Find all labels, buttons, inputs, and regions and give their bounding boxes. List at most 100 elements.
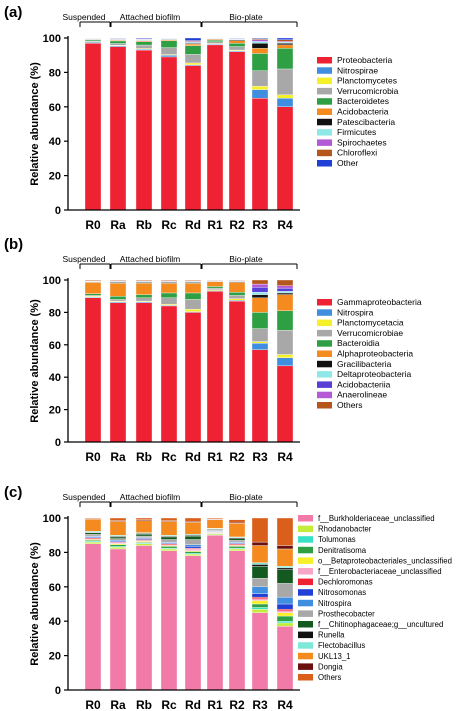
bar-Rd-7 bbox=[184, 546, 202, 549]
legend-swatch bbox=[317, 77, 332, 85]
bar-R2-13 bbox=[228, 522, 246, 538]
bar-Rb-3 bbox=[135, 44, 153, 49]
bar-Rc-4 bbox=[160, 40, 178, 48]
legend-swatch bbox=[298, 536, 313, 543]
legend-swatch bbox=[317, 129, 332, 136]
bar-Ra-1 bbox=[109, 547, 127, 550]
bar-R3-7 bbox=[251, 593, 269, 598]
bar-Rc-3 bbox=[160, 546, 178, 549]
x-tick-label: R0 bbox=[85, 218, 101, 232]
bar-R3-9 bbox=[251, 578, 269, 587]
legend-label: f__Burkholderiaceae_unclassified bbox=[318, 514, 435, 523]
x-tick-label: R3 bbox=[252, 450, 268, 464]
legend-label: Gracilibacteria bbox=[337, 359, 392, 369]
legend-swatch bbox=[317, 67, 332, 74]
x-tick-label: Rb bbox=[136, 450, 152, 464]
bar-R3-6 bbox=[251, 42, 269, 49]
x-tick-label: R3 bbox=[252, 698, 268, 711]
bar-R4-10 bbox=[276, 279, 294, 286]
bar-R4-8 bbox=[276, 287, 294, 292]
bar-R4-7 bbox=[276, 291, 294, 294]
bar-R4-9 bbox=[276, 583, 294, 598]
x-tick-label: Rc bbox=[161, 218, 177, 232]
bar-R4-13 bbox=[276, 548, 294, 567]
y-axis-label: Relative abundance (%) bbox=[29, 299, 41, 423]
bar-Rb-13 bbox=[135, 520, 153, 533]
bar-Rd-13 bbox=[184, 522, 202, 535]
bar-R1-3 bbox=[206, 287, 224, 290]
x-tick-label: R1 bbox=[207, 218, 223, 232]
legend-label: UKL13_1 bbox=[318, 652, 351, 661]
bar-R0-13 bbox=[84, 519, 102, 532]
x-tick-label: Rb bbox=[136, 698, 152, 711]
bar-R4-2 bbox=[276, 354, 294, 358]
bar-Rd-0 bbox=[184, 65, 202, 211]
bar-Rc-3 bbox=[160, 47, 178, 55]
bar-R2-10 bbox=[228, 538, 246, 541]
bar-Rd-15 bbox=[184, 517, 202, 522]
bar-Rc-1 bbox=[160, 55, 178, 58]
bar-R3-6 bbox=[251, 596, 269, 600]
bar-R4-5 bbox=[276, 610, 294, 613]
y-tick-label: 0 bbox=[55, 205, 61, 217]
legend-swatch bbox=[317, 118, 332, 126]
bar-Rd-3 bbox=[184, 551, 202, 554]
legend-swatch bbox=[317, 299, 332, 306]
legend-label: Spirochaetes bbox=[337, 137, 387, 147]
legend-label: Alphaproteobacteria bbox=[337, 349, 413, 359]
legend-label: Others bbox=[318, 673, 341, 682]
bar-Rb-4 bbox=[135, 294, 153, 298]
bar-R2-3 bbox=[228, 295, 246, 299]
bar-R1-4 bbox=[206, 286, 224, 289]
bar-R3-7 bbox=[251, 41, 269, 44]
bar-Rc-5 bbox=[160, 283, 178, 294]
x-tick-label: Rd bbox=[185, 450, 201, 464]
bar-Ra-3 bbox=[109, 544, 127, 547]
bar-R2-0 bbox=[228, 550, 246, 691]
bar-Ra-9 bbox=[109, 538, 127, 541]
bar-Rd-5 bbox=[184, 283, 202, 294]
bar-R2-0 bbox=[228, 300, 246, 443]
bar-R0-10 bbox=[84, 532, 102, 535]
bar-R3-8 bbox=[251, 287, 269, 293]
bar-R4-9 bbox=[276, 285, 294, 289]
legend-swatch bbox=[317, 371, 332, 378]
bar-R4-0 bbox=[276, 106, 294, 211]
x-tick-label: Rb bbox=[136, 218, 152, 232]
bar-Rc-1 bbox=[160, 548, 178, 551]
bar-R3-15 bbox=[251, 517, 269, 543]
bar-R4-15 bbox=[276, 517, 294, 546]
bar-Rb-0 bbox=[135, 302, 153, 443]
x-tick-label: R0 bbox=[85, 450, 101, 464]
bar-Rb-5 bbox=[135, 283, 153, 295]
legend-swatch bbox=[298, 589, 313, 596]
legend-swatch bbox=[298, 610, 313, 617]
y-tick-label: 100 bbox=[43, 33, 61, 45]
group-label: Suspended bbox=[62, 12, 105, 22]
bar-R4-4 bbox=[276, 310, 294, 331]
bar-R3-13 bbox=[251, 545, 269, 563]
legend-label: Rhodanobacter bbox=[318, 525, 372, 534]
bar-Ra-10 bbox=[109, 37, 127, 39]
legend-swatch bbox=[317, 139, 332, 146]
x-tick-label: Rc bbox=[161, 698, 177, 711]
bar-Rb-1 bbox=[135, 543, 153, 546]
bar-R2-4 bbox=[228, 42, 246, 47]
bar-Rc-10 bbox=[160, 536, 178, 540]
legend-label: f__Chitinophagaceae;g__uncultured bbox=[318, 620, 443, 629]
bar-Rd-10 bbox=[184, 279, 202, 281]
legend-swatch bbox=[317, 98, 332, 105]
bar-R4-6 bbox=[276, 42, 294, 46]
bar-R3-4 bbox=[251, 600, 269, 605]
bar-R2-0 bbox=[228, 51, 246, 211]
bar-R3-3 bbox=[251, 328, 269, 342]
bar-Rc-15 bbox=[160, 517, 178, 521]
bar-Rc-0 bbox=[160, 56, 178, 211]
bar-R4-5 bbox=[276, 294, 294, 311]
legend-swatch bbox=[298, 663, 313, 670]
bar-Rc-9 bbox=[160, 539, 178, 543]
bar-R0-0 bbox=[84, 543, 102, 691]
bar-R3-1 bbox=[251, 608, 269, 613]
bar-Rd-4 bbox=[184, 45, 202, 55]
legend-swatch bbox=[317, 149, 332, 157]
